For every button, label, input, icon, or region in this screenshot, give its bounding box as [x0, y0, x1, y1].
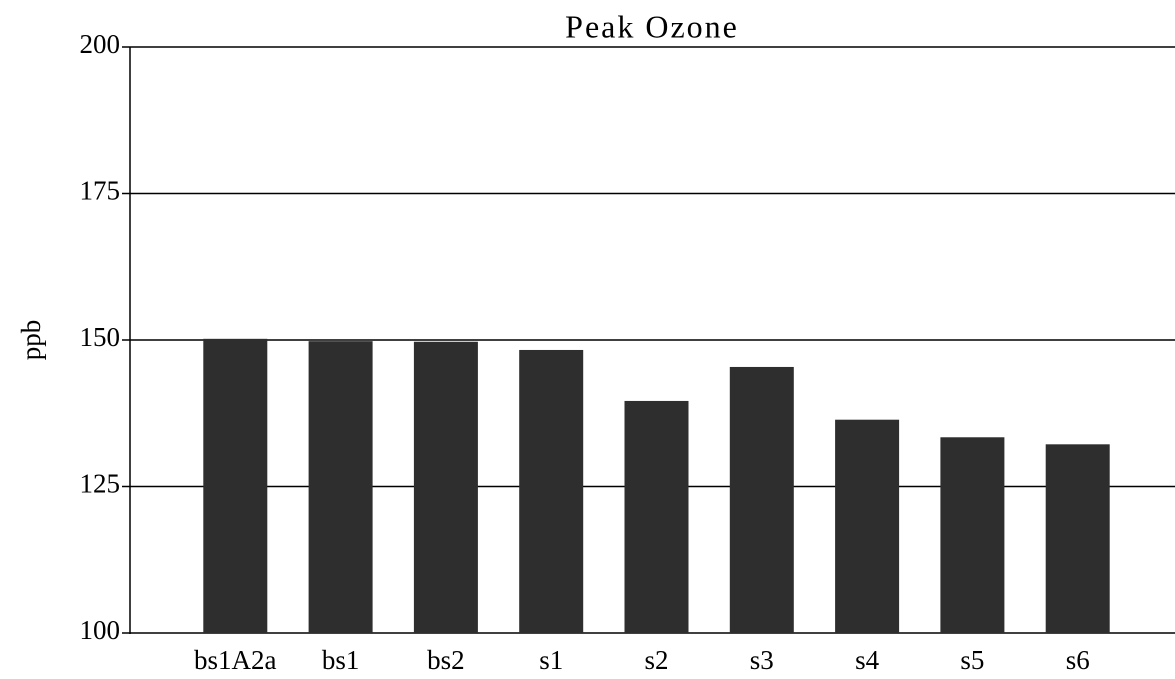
bar: [308, 341, 373, 633]
bar: [624, 400, 689, 633]
bar: [729, 366, 794, 633]
x-tick-label: s5: [960, 645, 984, 675]
x-tick-label: bs1: [322, 645, 360, 675]
chart-title: Peak Ozone: [565, 8, 739, 44]
bar: [940, 437, 1005, 633]
y-tick-label: 150: [80, 322, 121, 352]
y-tick-label: 100: [80, 615, 121, 645]
x-tick-label: s6: [1066, 645, 1090, 675]
x-tick-label: bs2: [427, 645, 465, 675]
x-tick-label: s2: [644, 645, 668, 675]
x-tick-label: bs1A2a: [194, 645, 277, 675]
bar: [203, 338, 268, 633]
bar: [519, 349, 584, 633]
y-tick-label: 125: [80, 469, 121, 499]
x-tick-label: s1: [539, 645, 563, 675]
x-tick-label: s3: [750, 645, 774, 675]
y-tick-label: 175: [80, 176, 121, 206]
y-axis-label: ppb: [16, 320, 46, 361]
x-tick-label: s4: [855, 645, 880, 675]
bar: [835, 419, 900, 633]
y-tick-label: 200: [80, 29, 121, 59]
bar: [1045, 444, 1110, 633]
bar: [413, 341, 478, 633]
